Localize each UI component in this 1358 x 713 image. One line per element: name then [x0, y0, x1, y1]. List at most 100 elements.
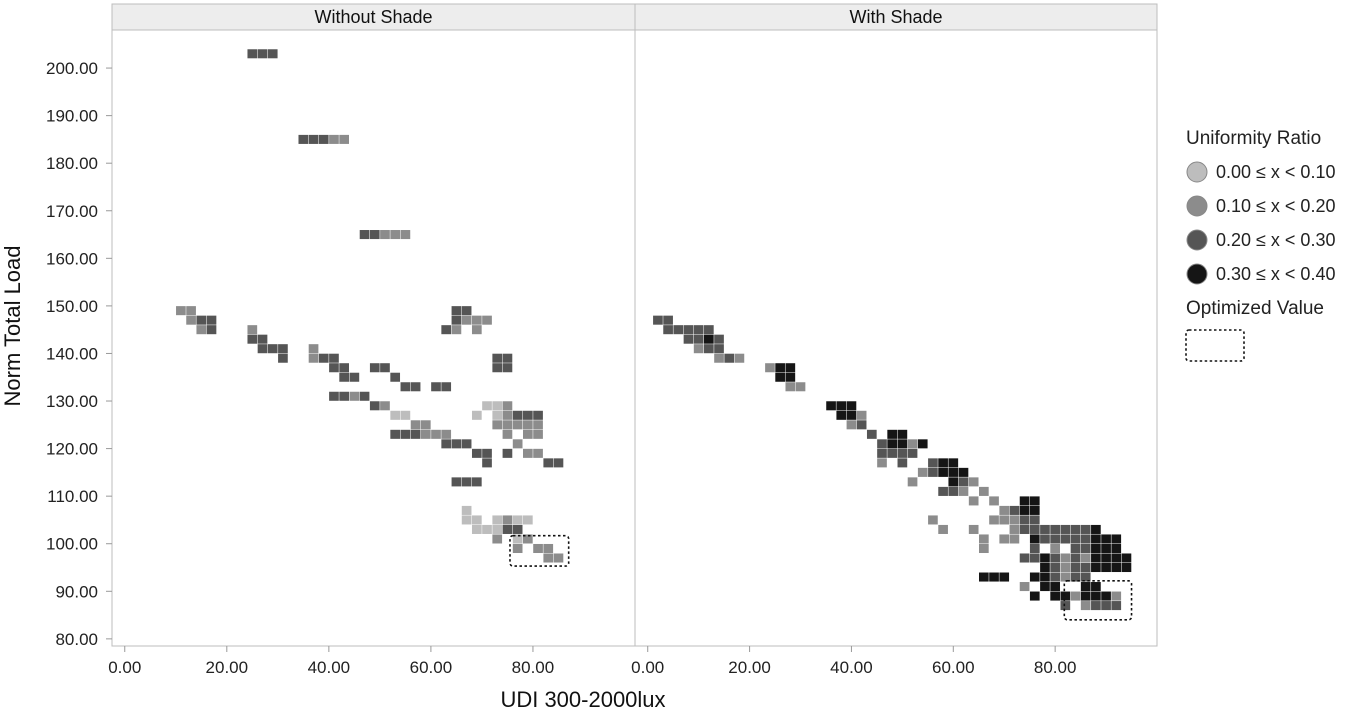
- heatmap-cell: [441, 439, 452, 449]
- heatmap-cell: [714, 334, 724, 344]
- heatmap-cell: [1060, 562, 1071, 573]
- heatmap-cell: [887, 448, 898, 458]
- heatmap-cell: [492, 524, 503, 534]
- heatmap-cell: [308, 134, 319, 144]
- y-tick-label: 120.00: [46, 440, 98, 459]
- heatmap-cell: [410, 382, 421, 392]
- heatmap-cell: [1070, 534, 1081, 544]
- legend-swatch: [1186, 161, 1208, 183]
- x-axis-without-shade: 0.00 20.00 40.00 60.00 80.00: [108, 646, 554, 677]
- heatmap-cell: [897, 429, 908, 439]
- heatmap-cell: [673, 325, 684, 335]
- heatmap-cell: [482, 401, 492, 411]
- x-tick-label: 0.00: [631, 658, 664, 677]
- heatmap-cell: [785, 382, 796, 392]
- heatmap-cell: [704, 334, 714, 344]
- heatmap-cell: [543, 543, 554, 554]
- heatmap-cell: [1070, 524, 1081, 534]
- facet-title-without-shade: Without Shade: [314, 7, 432, 27]
- heatmap-cell: [512, 515, 523, 525]
- heatmap-cell: [1009, 524, 1020, 534]
- heatmap-cell: [948, 477, 959, 487]
- heatmap-cell: [1101, 562, 1111, 573]
- heatmap-cell: [451, 439, 462, 449]
- heatmap-cell: [1050, 524, 1060, 534]
- heatmap-cell: [482, 458, 492, 468]
- optimized-value-box-with-shade: [1063, 580, 1133, 621]
- heatmap-cell: [846, 401, 857, 411]
- legend-label: 0.20 ≤ x < 0.30: [1216, 230, 1335, 250]
- heatmap-cell: [431, 382, 441, 392]
- heatmap-cell: [523, 429, 533, 439]
- heatmap-cell: [329, 391, 339, 401]
- heatmap-cell: [461, 515, 472, 525]
- heatmap-cell: [441, 429, 452, 439]
- heatmap-cell: [1111, 591, 1122, 601]
- heatmap-cell: [492, 515, 503, 525]
- heatmap-cell: [795, 382, 806, 392]
- heatmap-cell: [380, 363, 390, 373]
- heatmap-cell: [1070, 572, 1081, 582]
- heatmap-cell: [877, 439, 887, 449]
- heatmap-cell: [1111, 553, 1122, 563]
- heatmap-cell: [380, 230, 390, 240]
- heatmap-cell: [492, 534, 503, 544]
- heatmap-cell: [492, 420, 503, 430]
- heatmap-cell: [451, 315, 462, 325]
- heatmap-cell: [1080, 562, 1091, 573]
- heatmap-cell: [461, 315, 472, 325]
- heatmap-cell: [492, 410, 503, 420]
- heatmap-cell: [308, 344, 319, 354]
- heatmap-cell: [196, 315, 207, 325]
- heatmap-cell: [846, 420, 857, 430]
- heatmap-cell: [298, 134, 309, 144]
- heatmap-cell: [380, 401, 390, 411]
- heatmap-cell: [1111, 601, 1122, 611]
- heatmap-cell: [928, 458, 938, 468]
- heatmap-cell: [512, 534, 523, 544]
- heatmap-cell: [989, 496, 999, 506]
- heatmap-cell: [492, 353, 503, 363]
- heatmap-cell: [877, 458, 887, 468]
- optimized-value-box-without-shade: [509, 534, 570, 567]
- heatmap-cell: [907, 477, 918, 487]
- heatmap-cell: [1070, 562, 1081, 573]
- heatmap-cell: [502, 363, 513, 373]
- heatmap-cell: [1060, 534, 1071, 544]
- heatmap-cell: [502, 524, 513, 534]
- heatmap-cell: [553, 553, 564, 563]
- x-tick-label: 40.00: [308, 658, 351, 677]
- heatmap-cell: [482, 524, 492, 534]
- heatmap-cell: [1040, 553, 1050, 563]
- x-tick-label: 60.00: [932, 658, 975, 677]
- heatmap-cell: [999, 505, 1010, 515]
- heatmap-cell: [410, 420, 421, 430]
- heatmap-cell: [1080, 582, 1091, 592]
- heatmap-cell: [1091, 601, 1101, 611]
- heatmap-cell: [1009, 534, 1020, 544]
- heatmap-cell: [278, 344, 288, 354]
- heatmap-cell: [1070, 553, 1081, 563]
- heatmap-cell: [1091, 543, 1101, 554]
- heatmap-cell: [502, 401, 513, 411]
- facet-header-bg: [634, 3, 1158, 31]
- heatmap-cell: [533, 429, 543, 439]
- heatmap-cell: [1050, 543, 1060, 554]
- heatmap-cell: [1101, 591, 1111, 601]
- heatmap-cell: [938, 458, 948, 468]
- legend-swatch: [1186, 229, 1208, 251]
- heatmap-cell: [1121, 562, 1132, 573]
- heatmap-cell: [979, 572, 989, 582]
- heatmap-cell: [1050, 562, 1060, 573]
- x-axis-title: UDI 300-2000lux: [500, 687, 665, 712]
- heatmap-cell: [693, 334, 704, 344]
- heatmap-cell: [897, 458, 908, 468]
- heatmap-cell: [512, 524, 523, 534]
- heatmap-cell: [1040, 524, 1050, 534]
- facet-without-shade: Without Shade: [111, 3, 636, 647]
- heatmap-cell: [533, 420, 543, 430]
- heatmap-cell: [999, 572, 1010, 582]
- heatmap-cell: [989, 572, 999, 582]
- heatmap-cell: [329, 363, 339, 373]
- heatmap-cell: [968, 524, 979, 534]
